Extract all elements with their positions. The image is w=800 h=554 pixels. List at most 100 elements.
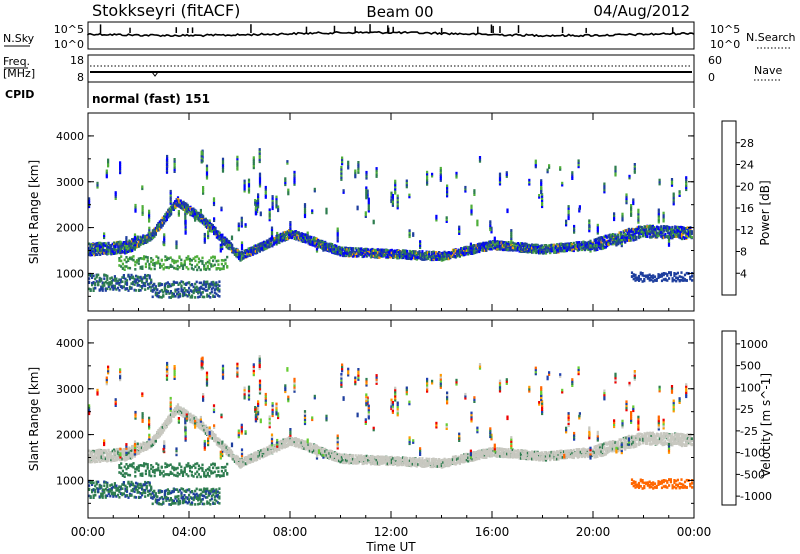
echo-cell — [599, 239, 602, 243]
echo-cell — [118, 283, 121, 287]
echo-cell — [403, 254, 406, 258]
echo-cell — [639, 228, 642, 232]
echo-cell — [365, 172, 368, 176]
echo-cell — [397, 256, 400, 259]
echo-cell — [679, 225, 682, 229]
echo-cell — [689, 230, 692, 233]
echo-cell — [658, 230, 661, 234]
echo-cell — [171, 206, 174, 209]
echo-cell — [160, 223, 163, 227]
echo-cell — [206, 225, 209, 229]
echo-cell — [544, 244, 548, 247]
echo-cell — [513, 248, 516, 252]
echo-cell — [88, 277, 91, 280]
echo-cell — [351, 252, 355, 256]
echo-cell — [490, 245, 493, 248]
echo-cell — [453, 255, 456, 258]
echo-cell — [187, 267, 190, 271]
echo-cell — [366, 195, 369, 199]
echo-cell — [389, 253, 392, 256]
echo-cell — [508, 244, 511, 247]
echo-cell — [593, 239, 596, 243]
echo-cell — [633, 238, 636, 241]
echo-cell — [621, 218, 624, 222]
echo-cell — [583, 245, 586, 249]
echo-cell — [304, 239, 307, 243]
echo-cell — [100, 245, 103, 249]
echo-cell — [576, 244, 579, 247]
echo-cell — [215, 232, 218, 236]
echo-cell — [138, 240, 141, 244]
echo-cell — [582, 247, 585, 250]
echo-cell — [374, 255, 377, 258]
echo-cell — [474, 248, 477, 251]
echo-cell — [310, 235, 313, 239]
echo-cell — [103, 234, 106, 238]
echo-cell — [443, 258, 446, 261]
echo-cell — [390, 200, 393, 204]
echo-cell — [637, 235, 641, 238]
echo-cell — [127, 274, 130, 277]
echo-cell — [564, 242, 567, 246]
echo-cell — [105, 171, 108, 175]
echo-cell — [196, 217, 199, 221]
echo-cell — [89, 289, 92, 292]
echo-cell — [610, 234, 613, 237]
echo-cell — [631, 233, 634, 237]
echo-cell — [553, 243, 556, 247]
echo-cell — [194, 286, 197, 290]
echo-cell — [582, 240, 585, 244]
echo-cell — [207, 294, 210, 298]
echo-cell — [531, 246, 534, 250]
echo-cell — [314, 237, 317, 240]
echo-cell — [679, 231, 682, 235]
date-title: 04/Aug/2012 — [593, 2, 690, 20]
echo-cell — [613, 214, 616, 217]
echo-cell — [221, 239, 224, 242]
echo-cell — [643, 225, 646, 229]
echo-cell — [297, 232, 300, 236]
echo-cell — [114, 191, 117, 194]
echo-cell — [426, 251, 430, 254]
echo-cell — [421, 258, 424, 261]
echo-cell — [335, 252, 338, 255]
echo-cell — [198, 291, 201, 294]
echo-cell — [563, 248, 566, 252]
echo-cell — [139, 238, 142, 241]
echo-cell — [507, 248, 510, 251]
echo-cell — [668, 227, 671, 230]
echo-cell — [426, 183, 429, 186]
echo-cell — [594, 243, 598, 247]
echo-cell — [633, 232, 636, 235]
echo-cell — [303, 240, 306, 243]
echo-cell — [139, 235, 142, 239]
echo-cell — [97, 280, 100, 284]
echo-cell — [683, 230, 686, 234]
echo-cell — [270, 226, 274, 230]
echo-cell — [221, 161, 225, 165]
echo-cell — [661, 227, 664, 231]
echo-cell — [501, 243, 504, 246]
echo-cell — [664, 232, 667, 236]
noise-tick-left-low: 10^0 — [54, 38, 84, 51]
echo-cell — [528, 180, 531, 184]
echo-cell — [211, 228, 214, 232]
echo-cell — [689, 227, 692, 230]
freq-strip: Freq. [MHz] 18 8 60 0 Nave — [3, 54, 782, 84]
echo-cell — [228, 240, 231, 243]
echo-cell — [238, 257, 241, 260]
echo-cell — [164, 266, 167, 269]
echo-cell — [371, 255, 374, 258]
echo-cell — [189, 213, 192, 217]
echo-cell — [107, 285, 110, 288]
echo-cell — [175, 292, 179, 296]
echo-cell — [128, 241, 131, 244]
echo-cell — [165, 290, 168, 293]
echo-cell — [151, 236, 155, 240]
echo-cell — [109, 283, 112, 286]
echo-cell — [200, 218, 203, 221]
echo-cell — [662, 229, 666, 232]
echo-cell — [184, 214, 187, 218]
echo-cell — [151, 232, 155, 235]
echo-cell — [171, 208, 174, 211]
